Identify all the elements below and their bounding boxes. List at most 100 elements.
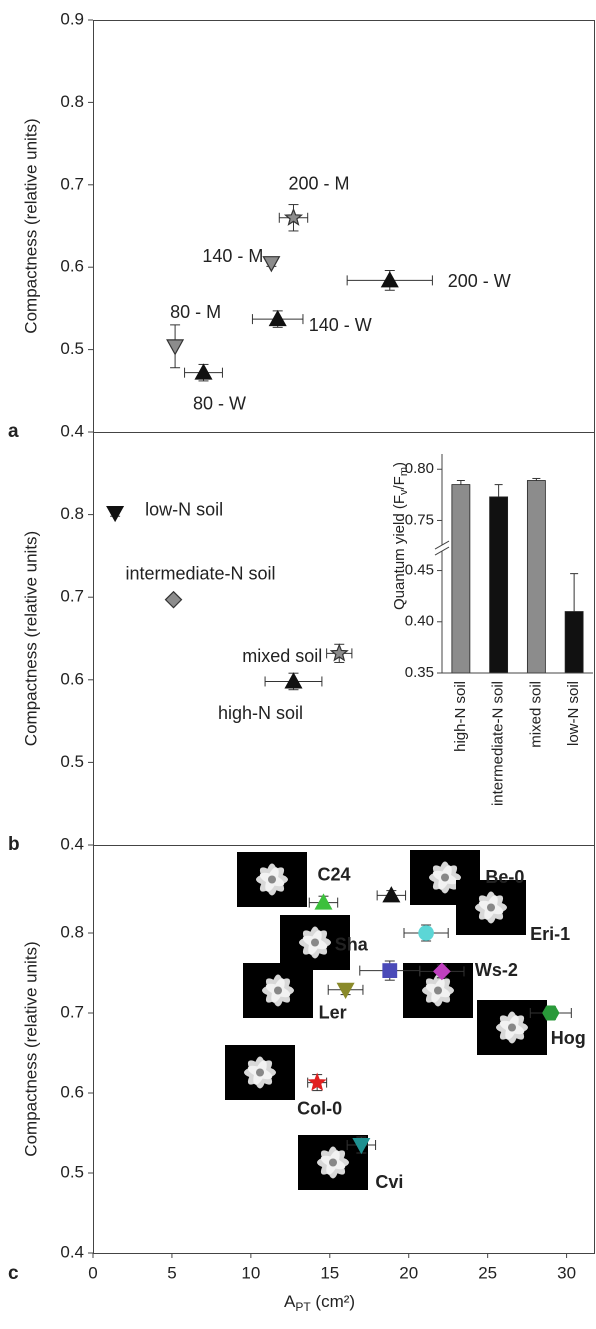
- y-tick-label: 0.4: [60, 1242, 84, 1261]
- marker: [542, 1005, 560, 1021]
- point-label: Col-0: [297, 1098, 342, 1118]
- point-label: 200 - W: [448, 271, 511, 291]
- y-tick-label: 0.6: [60, 1082, 84, 1101]
- x-tick-label: high-N soil: [452, 681, 469, 752]
- x-tick-label: 30: [557, 1263, 576, 1282]
- point-label: Ws-2: [475, 960, 518, 980]
- point-label: 80 - M: [170, 302, 221, 322]
- x-tick-label: 10: [241, 1263, 260, 1282]
- point-label: 80 - W: [193, 393, 246, 413]
- point-label: Ler: [319, 1003, 347, 1023]
- point-label: Eri-1: [530, 924, 570, 944]
- marker: [262, 256, 281, 273]
- point-label: Be-0: [485, 867, 524, 887]
- axis-break: [434, 546, 450, 556]
- y-tick-label: 0.8: [60, 92, 84, 111]
- x-tick-label: 5: [167, 1263, 176, 1282]
- marker: [166, 339, 185, 356]
- y-tick-label: 0.8: [60, 922, 84, 941]
- marker: [329, 643, 349, 662]
- y-tick-label: 0.7: [60, 587, 84, 606]
- x-tick-label: 15: [320, 1263, 339, 1282]
- x-tick-label: 20: [399, 1263, 418, 1282]
- bar: [489, 496, 509, 674]
- point-label: 200 - M: [288, 174, 349, 194]
- photo-hog: [477, 1000, 547, 1055]
- y-axis-label: Compactness (relative units): [21, 118, 40, 333]
- point-label: intermediate-N soil: [125, 563, 275, 583]
- y-tick-label: 0.35: [405, 664, 434, 681]
- y-axis-label: Compactness (relative units): [21, 941, 40, 1156]
- y-tick-label: 0.4: [60, 834, 84, 853]
- x-tick-label: low-N soil: [565, 681, 582, 746]
- marker: [164, 590, 183, 609]
- plot-frame: [93, 845, 595, 1254]
- marker: [382, 886, 401, 903]
- point-label: Sha: [335, 934, 369, 954]
- x-tick-label: 25: [478, 1263, 497, 1282]
- y-tick-label: 0.5: [60, 339, 84, 358]
- y-axis-label-part: Quantum yield (F: [391, 495, 408, 610]
- marker: [352, 1137, 371, 1155]
- error-bar: [570, 573, 579, 612]
- marker: [106, 505, 125, 523]
- x-tick-label: intermediate-N soil: [490, 681, 507, 806]
- plot-frame: [93, 432, 595, 846]
- x-axis-label-part: (cm²): [311, 1292, 355, 1311]
- marker: [418, 925, 434, 941]
- panel-label: a: [8, 421, 19, 442]
- y-tick-label: 0.45: [405, 562, 434, 579]
- y-tick-label: 0.40: [405, 613, 434, 630]
- error-bar: [532, 477, 541, 481]
- x-tick-label: mixed soil: [527, 681, 544, 748]
- y-axis-label-sub: m: [398, 467, 410, 476]
- y-axis-label-part: /F: [391, 476, 408, 489]
- axis-break-gap: [436, 545, 448, 552]
- point-label: mixed soil: [242, 646, 322, 666]
- axis-break: [434, 540, 450, 550]
- y-tick-label: 0.7: [60, 1002, 84, 1021]
- error-bar: [494, 484, 503, 497]
- y-tick-label: 0.9: [60, 9, 84, 28]
- y-tick-label: 0.6: [60, 257, 84, 276]
- y-tick-label: 0.8: [60, 504, 84, 523]
- plot-frame: [93, 20, 595, 433]
- photo-ler: [243, 963, 313, 1018]
- x-tick-label: 0: [88, 1263, 97, 1282]
- y-tick-label: 0.5: [60, 1162, 84, 1181]
- marker: [382, 963, 398, 978]
- y-tick-label: 0.75: [405, 511, 434, 528]
- point-label: Cvi: [375, 1172, 403, 1192]
- x-axis-label-sub: PT: [295, 1300, 311, 1314]
- point-label: Hog: [551, 1028, 586, 1048]
- y-tick-label: 0.80: [405, 460, 434, 477]
- bar: [564, 611, 584, 674]
- y-tick-label: 0.6: [60, 669, 84, 688]
- photo-c24: [237, 852, 307, 907]
- x-axis-label: APT (cm²): [284, 1292, 355, 1314]
- marker: [433, 962, 451, 981]
- marker: [314, 893, 333, 910]
- y-tick-label: 0.5: [60, 752, 84, 771]
- marker: [307, 1072, 327, 1091]
- bar: [526, 480, 546, 674]
- point-label: low-N soil: [145, 500, 223, 520]
- point-label: C24: [317, 864, 350, 884]
- photo-eri1: [456, 880, 526, 935]
- photo-col0: [225, 1045, 295, 1100]
- bar: [451, 484, 471, 674]
- point-label: 140 - W: [309, 315, 372, 335]
- x-axis-label-part: A: [284, 1292, 296, 1311]
- y-axis-label-sub: v: [398, 489, 410, 495]
- marker: [194, 363, 213, 380]
- marker: [336, 982, 355, 1000]
- marker: [283, 207, 304, 226]
- marker: [380, 271, 399, 288]
- panel-label: b: [8, 834, 20, 855]
- panel-label: c: [8, 1263, 19, 1284]
- y-axis-label: Quantum yield (Fv/Fm): [391, 462, 410, 610]
- marker: [284, 672, 303, 689]
- y-tick-label: 0.7: [60, 174, 84, 193]
- point-label: 140 - M: [202, 246, 263, 266]
